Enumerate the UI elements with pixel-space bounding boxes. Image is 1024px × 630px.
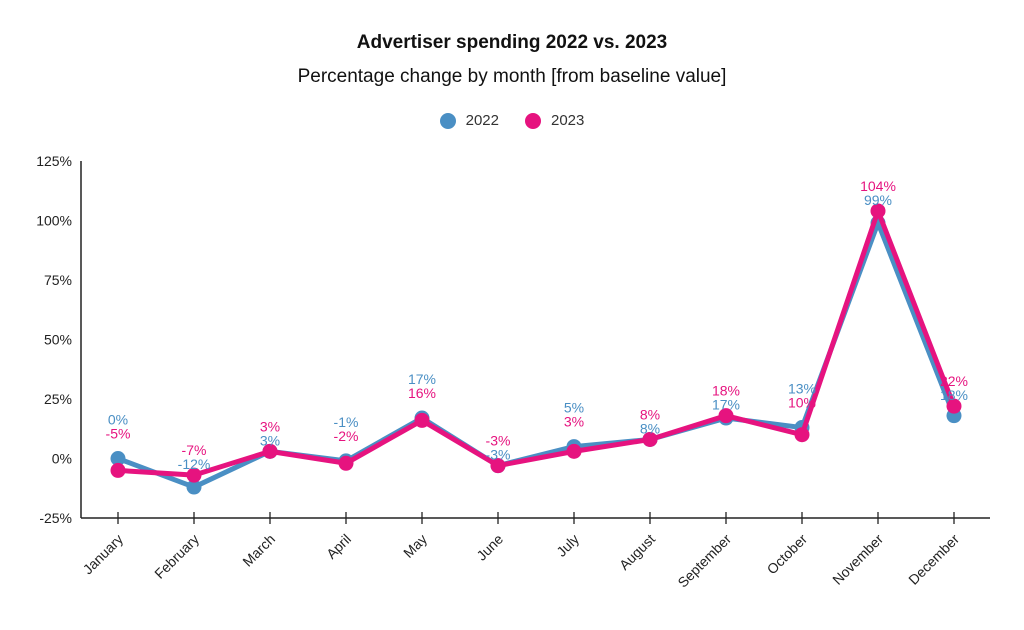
data-label-2023: 22% [940, 373, 968, 389]
x-tick-label: April [323, 531, 354, 562]
x-tick-label: February [151, 531, 202, 582]
data-point-2023 [566, 443, 582, 459]
data-label-2022: 5% [564, 400, 584, 416]
data-label-2023: 3% [564, 414, 584, 430]
data-label-2023: 104% [860, 178, 896, 194]
data-label-2023: 18% [712, 383, 740, 399]
data-label-2023: 16% [408, 385, 436, 401]
legend-label-2022: 2022 [465, 112, 499, 129]
data-point-2023 [946, 398, 962, 414]
data-label-2022: 3% [260, 432, 280, 448]
data-point-2023 [490, 458, 506, 474]
data-point-2023 [870, 203, 886, 219]
data-label-2023: 3% [260, 418, 280, 434]
data-label-2023: -7% [182, 442, 207, 458]
x-tick-label: July [553, 531, 582, 560]
legend-item-2022[interactable]: 2022 [439, 112, 499, 129]
x-tick-label: March [239, 531, 278, 570]
x-tick-label: August [616, 531, 658, 573]
data-point-2023 [338, 455, 354, 471]
legend-item-2023[interactable]: 2023 [525, 112, 584, 129]
x-tick-label: May [400, 531, 430, 561]
data-label-2022: -3% [486, 447, 511, 463]
y-tick-label: 75% [44, 272, 72, 288]
y-tick-label: 125% [36, 153, 72, 169]
data-label-2023: -3% [486, 433, 511, 449]
data-point-2023 [414, 412, 430, 428]
data-point-2022 [186, 479, 202, 495]
data-label-2022: 8% [640, 420, 660, 436]
data-label-2022: 17% [408, 371, 436, 387]
legend: 2022 2023 [0, 112, 1024, 129]
y-tick-label: 25% [44, 391, 72, 407]
x-tick-label: December [905, 531, 962, 588]
y-tick-label: -25% [39, 510, 72, 526]
data-point-2023 [262, 443, 278, 459]
data-label-2022: 13% [788, 381, 816, 397]
data-point-2023 [642, 431, 658, 447]
x-tick-label: September [674, 531, 734, 591]
data-label-2023: -5% [106, 426, 131, 442]
data-point-2023 [110, 462, 126, 478]
legend-marker-2023 [525, 112, 541, 129]
data-label-2022: 17% [712, 397, 740, 413]
x-tick-label: June [473, 531, 506, 564]
legend-marker-2022 [439, 112, 456, 129]
data-label-2022: -1% [334, 414, 359, 430]
y-tick-label: 50% [44, 332, 72, 348]
data-label-2022: 18% [940, 387, 968, 403]
chart-subtitle: Percentage change by month [from baselin… [297, 66, 727, 87]
data-label-2023: 8% [640, 406, 660, 422]
chart-title: Advertiser spending 2022 vs. 2023 [356, 32, 668, 53]
data-point-2023 [794, 427, 810, 443]
y-tick-label: 100% [36, 213, 72, 229]
legend-label-2023: 2023 [551, 112, 585, 129]
series-line-2023 [117, 208, 957, 478]
y-tick-label: 0% [52, 451, 72, 467]
x-tick-label: November [829, 531, 886, 588]
data-label-2022: -12% [178, 456, 211, 472]
data-point-2023 [186, 467, 202, 483]
data-label-2023: -2% [334, 428, 359, 444]
data-label-2022: 99% [864, 192, 892, 208]
data-point-2023 [718, 408, 734, 424]
x-tick-label: January [80, 531, 127, 578]
x-tick-label: October [764, 531, 811, 578]
data-label-2023: 10% [788, 395, 816, 411]
data-label-2022: 0% [108, 412, 128, 428]
data-point-2022 [110, 451, 126, 466]
